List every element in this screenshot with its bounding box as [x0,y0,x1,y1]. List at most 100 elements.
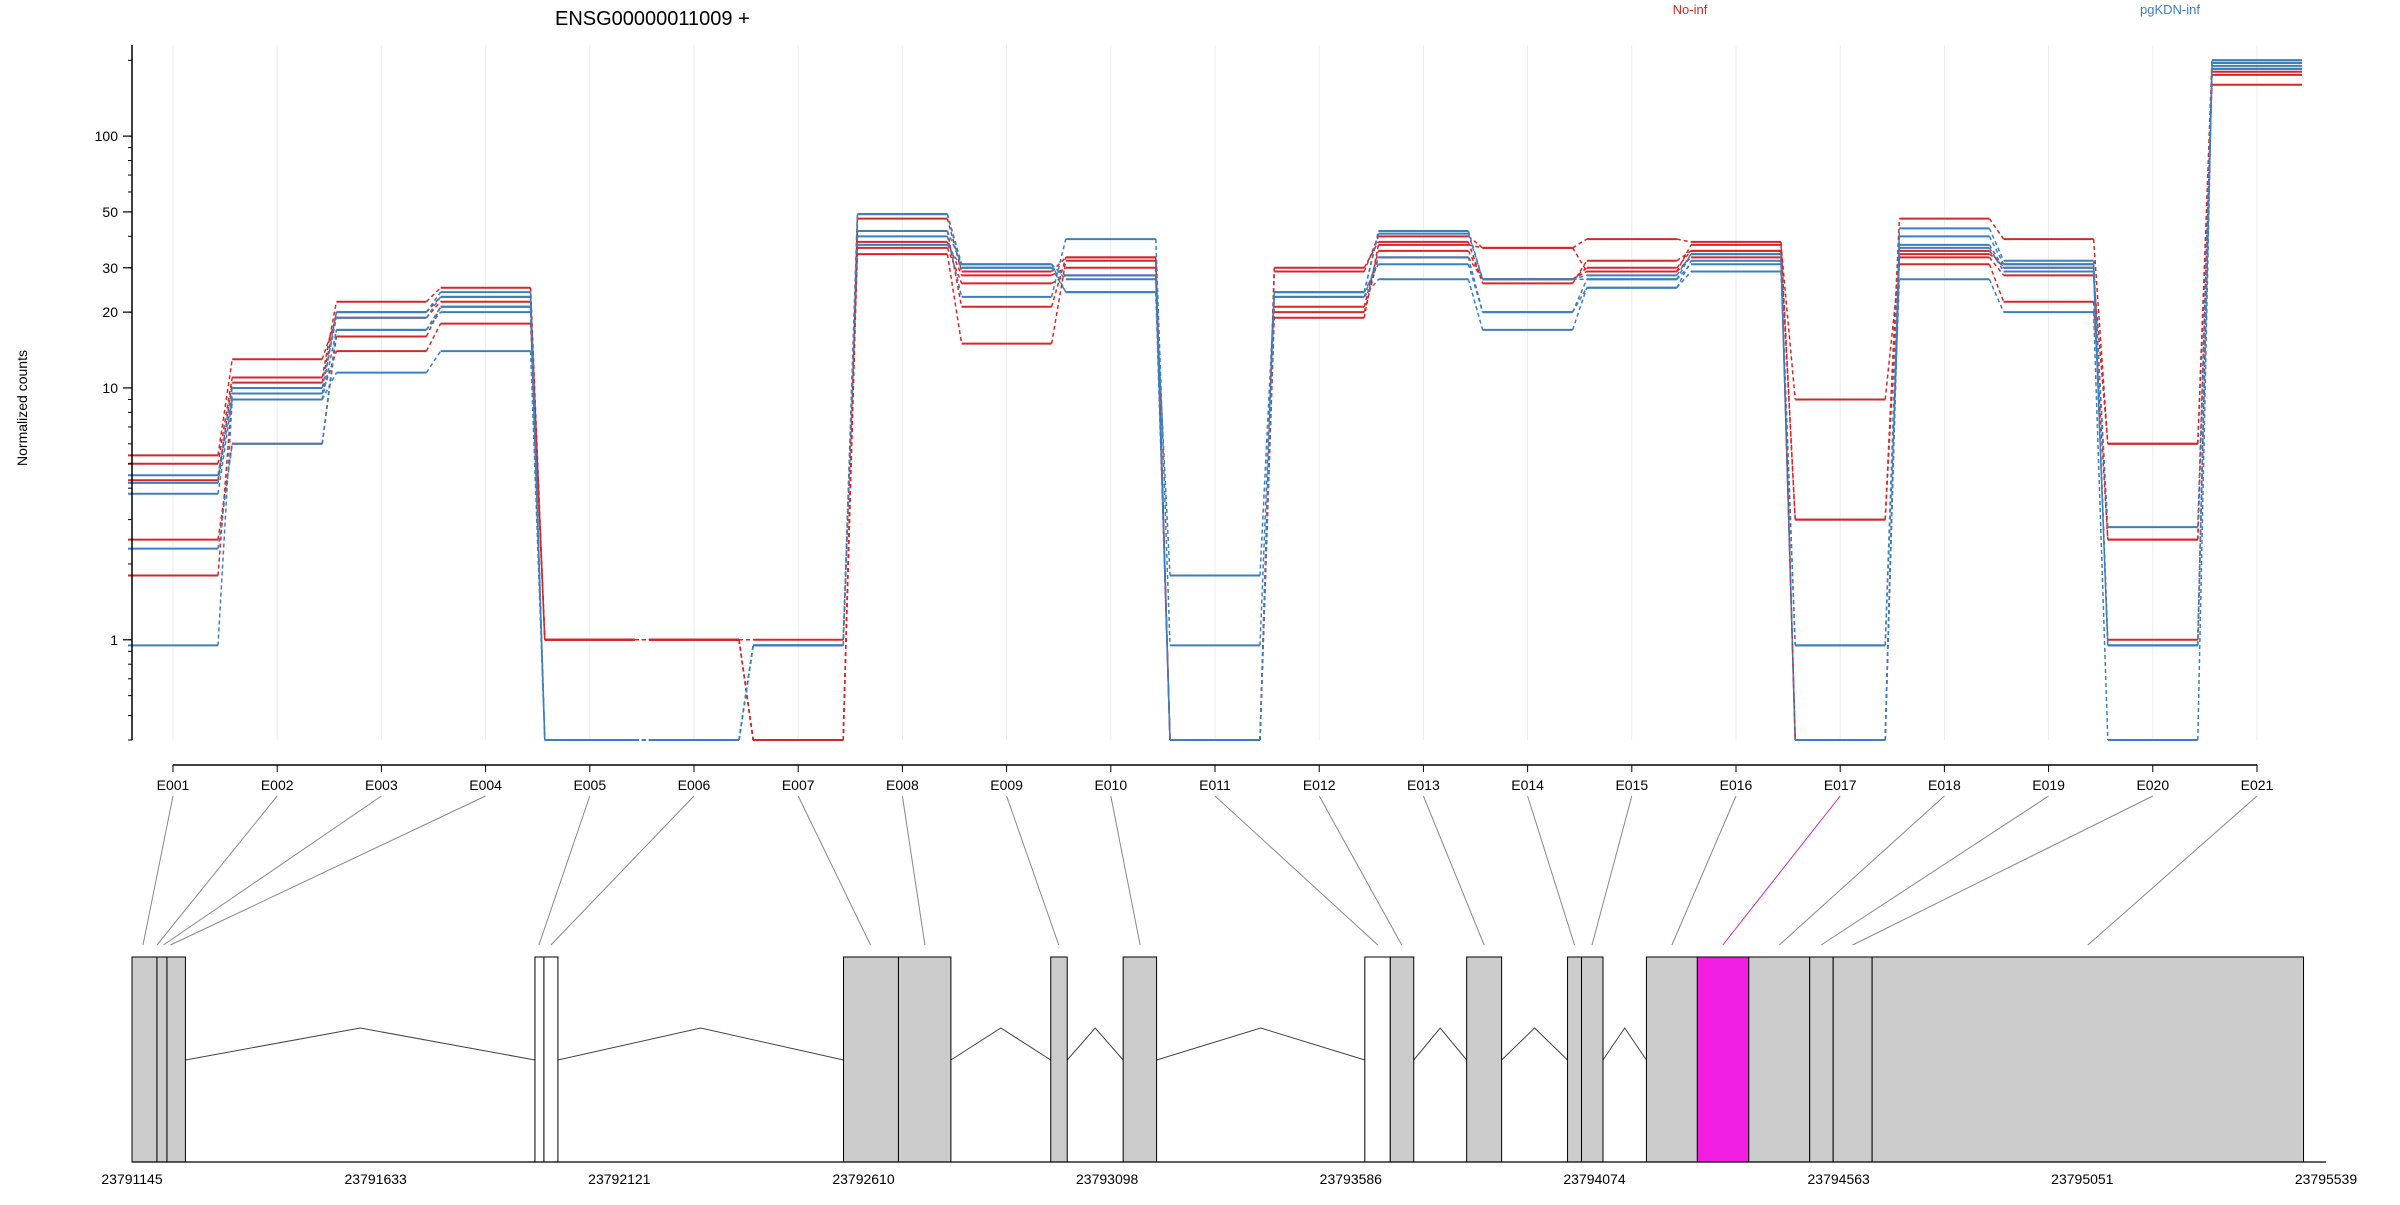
data-connector [1988,218,2005,240]
data-connector [217,443,233,540]
data-connector [529,292,546,741]
chart-title: ENSG00000011009 + [555,8,750,30]
x-tick-label: E016 [1720,777,1753,793]
legend-entry: No-inf [1673,2,1708,17]
data-connector [1780,264,1796,646]
data-connector [1884,236,1901,646]
exon-block [534,956,545,1163]
data-connector [842,218,859,741]
data-connector [321,329,338,400]
data-connector [1780,241,1796,520]
y-tick-label: 50 [102,204,118,220]
exon-block [1832,956,1873,1163]
data-connector [1363,278,1379,298]
plot-series [128,59,2302,741]
data-connector [1676,238,1692,243]
x-tick-label: E019 [2032,777,2065,793]
data-connector [1050,263,1067,293]
data-connector [1467,279,1484,331]
data-connector [1572,274,1588,281]
genomic-tick-label: 23792121 [588,1171,651,1187]
chart-legend: No-inf pgKDN-inf [1673,2,2201,17]
data-connector [1468,244,1483,249]
data-connector [425,296,442,319]
data-connector [1884,244,1901,741]
data-connector [1676,253,1692,280]
exon-connector [163,795,382,946]
intron-line [1501,1027,1568,1061]
exon-connector [1527,795,1576,946]
data-connector [946,213,963,265]
data-connector [946,247,963,284]
exon-connector [1820,795,2049,946]
data-connector [217,399,233,494]
data-connector [217,393,233,576]
exon-block [131,956,158,1163]
y-tick-label: 1 [110,632,118,648]
series-No-inf [128,73,2302,741]
x-tick-label: E005 [573,777,606,793]
data-connector [1571,279,1588,313]
data-connector [1050,257,1067,307]
x-tick-label: E011 [1199,777,1231,793]
exon-block [1122,956,1158,1163]
exon-block [1871,956,2305,1163]
y-tick-label: 20 [102,304,118,320]
exon-connector [901,795,926,946]
genomic-tick-label: 23793098 [1076,1171,1139,1187]
data-connector [1676,250,1692,262]
data-connector [2197,65,2213,528]
genomic-tick-label: 23794074 [1563,1171,1626,1187]
x-tick-label: E021 [2241,777,2274,793]
exon-connector [170,795,486,946]
genomic-tick-label: 23791633 [345,1171,408,1187]
data-connector [217,377,233,464]
data-connector [1571,287,1588,331]
data-connector [1467,230,1484,280]
exon-block [1466,956,1503,1163]
x-tick-label: E008 [886,777,919,793]
exon-connector [1591,795,1633,946]
exon-connector [797,795,871,946]
genomic-tick-label: 23795051 [2051,1171,2114,1187]
data-connector [425,350,442,374]
data-connector [1363,244,1380,318]
x-tick-label: E014 [1511,777,1544,793]
data-connector [1676,250,1692,269]
data-connector [217,359,233,456]
x-tick-label: E010 [1094,777,1127,793]
data-connector [1988,279,2005,313]
data-connector [1988,235,2005,265]
exon-block [543,956,559,1163]
gene-model [131,956,2305,1163]
intron-line [557,1027,844,1061]
exon-connector [1852,795,2154,946]
x-tick-label: E001 [157,777,190,793]
x-tick-label: E006 [678,777,711,793]
exon-block [1809,956,1834,1163]
data-connector [321,350,338,394]
intron-line [1602,1027,1647,1061]
data-connector [946,230,963,307]
data-connector [1259,292,1275,576]
exon-connector [550,795,695,946]
data-connector [321,329,338,444]
plot-grid [172,45,2258,740]
data-connector [1467,233,1484,280]
exon-block [897,956,952,1163]
data-connector [1363,233,1380,293]
intron-line [1413,1027,1468,1061]
exon-block [1364,956,1391,1163]
data-connector [1571,287,1588,313]
exon-connector [156,795,278,946]
data-connector [842,214,859,646]
data-connector [425,306,442,331]
data-connector [1988,244,2005,269]
exon-connectors [142,795,2258,946]
exon-connector [1778,795,1945,946]
data-connector [1155,292,1171,576]
data-connector [1155,275,1171,741]
exon-block [1645,956,1698,1163]
data-connector [946,230,963,265]
